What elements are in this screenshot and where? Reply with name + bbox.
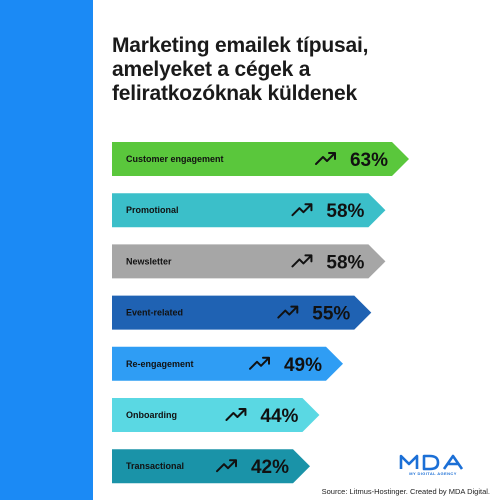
bar-group: Newsletter 58% [112, 244, 386, 279]
logo-subtext: MY DIGITAL AGENCY [409, 471, 457, 476]
bar [112, 193, 386, 228]
trending-up-icon [216, 459, 237, 473]
category-label: Onboarding [126, 410, 177, 420]
value-label: 58% [326, 252, 364, 273]
bar-group: Promotional 58% [112, 193, 386, 228]
value-label: 55% [312, 304, 350, 325]
chart-title-line-3: feliratkozóknak küldenek [112, 82, 357, 105]
source-note: Source: Litmus-Hostinger. Created by MDA… [321, 487, 490, 496]
trending-up-icon [225, 408, 247, 421]
value-label: 42% [251, 457, 289, 478]
bar-group: Onboarding 44% [112, 398, 320, 432]
mda-logo [399, 454, 464, 471]
value-label: 44% [260, 406, 298, 427]
bar-group: Event-related 55% [112, 295, 372, 330]
category-label: Transactional [126, 461, 184, 471]
bar-group: Transactional 42% [112, 449, 310, 484]
category-label: Event-related [126, 308, 183, 318]
chart-title-line-2: amelyeket a cégek a [112, 58, 311, 81]
chart-title: Marketing emailek típusai, amelyeket a c… [112, 34, 472, 106]
category-label: Newsletter [126, 256, 172, 266]
chart-title-line-1: Marketing emailek típusai, [112, 34, 369, 57]
trending-up-icon [249, 356, 270, 370]
category-label: Re-engagement [126, 359, 194, 369]
bar [112, 295, 372, 330]
bar [112, 142, 409, 176]
bar-group: Re-engagement 49% [112, 346, 343, 381]
value-label: 49% [284, 355, 322, 376]
side-accent-band [0, 0, 93, 500]
bar [112, 244, 386, 279]
value-label: 58% [326, 201, 364, 222]
trending-up-icon [277, 305, 299, 319]
category-label: Promotional [126, 205, 179, 215]
value-label: 63% [350, 150, 388, 171]
category-label: Customer engagement [126, 154, 224, 164]
bar-group: Customer engagement 63% [112, 142, 409, 176]
trending-up-icon [315, 152, 336, 165]
bar [112, 398, 320, 432]
trending-up-icon [291, 254, 313, 268]
trending-up-icon [291, 203, 313, 217]
bar [112, 346, 343, 381]
bar [112, 449, 310, 484]
